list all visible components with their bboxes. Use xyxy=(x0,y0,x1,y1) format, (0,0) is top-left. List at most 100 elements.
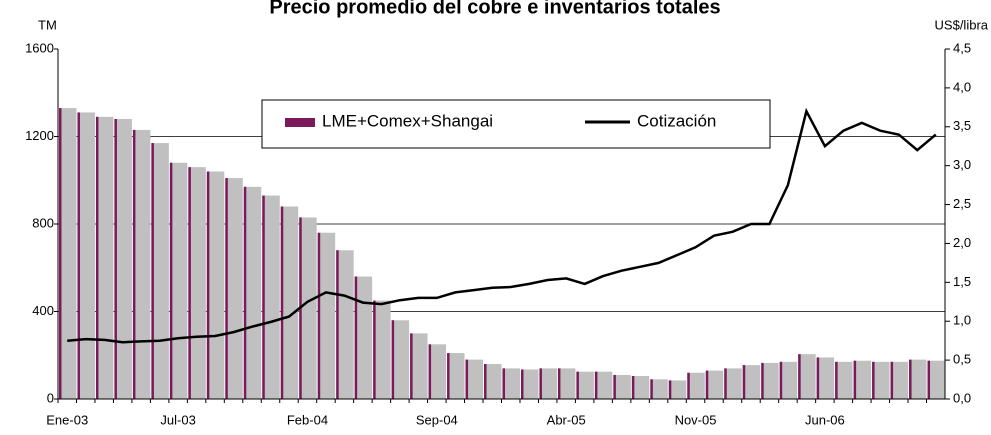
y2-tick-label: 2,0 xyxy=(953,235,971,250)
bar-accent xyxy=(206,171,210,399)
bar xyxy=(151,143,169,399)
bar xyxy=(761,362,779,399)
y2-tick-label: 3,0 xyxy=(953,157,971,172)
bar-accent xyxy=(631,376,635,399)
bar-accent xyxy=(188,167,191,399)
legend-box xyxy=(261,99,771,149)
bar-accent xyxy=(687,372,690,399)
bar-accent xyxy=(927,360,931,399)
y2-tick-label: 2,5 xyxy=(953,196,971,211)
x-tick-label: Sep-04 xyxy=(416,412,458,427)
chart-title: Precio promedio del cobre e inventarios … xyxy=(269,0,720,18)
bar-accent xyxy=(779,361,783,399)
bar xyxy=(280,206,299,399)
bar xyxy=(114,119,132,399)
bar-accent xyxy=(502,368,505,399)
bar xyxy=(631,376,650,399)
y2-tick-label: 0,0 xyxy=(953,390,971,405)
legend-label: LME+Comex+Shangai xyxy=(322,111,493,130)
bar xyxy=(206,171,225,399)
bar xyxy=(742,365,761,399)
y-tick-label: 1600 xyxy=(25,40,54,55)
bar-accent xyxy=(594,371,598,399)
bar xyxy=(447,353,465,399)
bar-accent xyxy=(114,119,117,399)
bar-accent xyxy=(354,276,358,399)
bar-accent xyxy=(798,354,801,399)
x-tick-label: Jun-06 xyxy=(805,412,845,427)
y2-tick-label: 4,5 xyxy=(953,40,971,55)
y2-tick-label: 1,5 xyxy=(953,274,971,289)
bar xyxy=(539,368,557,399)
x-tick-label: Abr-05 xyxy=(547,412,586,427)
bar xyxy=(687,372,705,399)
bar-accent xyxy=(816,357,820,399)
bar-accent xyxy=(262,195,265,399)
bar-accent xyxy=(872,361,875,399)
bar xyxy=(336,250,354,399)
bar-accent xyxy=(465,359,469,399)
bar-accent xyxy=(668,380,672,399)
bar xyxy=(890,361,909,399)
legend-swatch xyxy=(285,118,315,127)
x-tick-label: Ene-03 xyxy=(46,412,88,427)
bar-accent xyxy=(447,353,450,399)
y2-axis-label: US$/libra xyxy=(935,17,989,32)
bar-accent xyxy=(705,370,709,399)
bar xyxy=(299,217,317,399)
bar xyxy=(132,129,151,399)
bar xyxy=(724,368,742,399)
bar-accent xyxy=(761,362,764,399)
bar xyxy=(59,108,77,399)
bar-accent xyxy=(484,364,487,399)
bar xyxy=(668,380,687,399)
y-axis-label: TM xyxy=(38,17,57,32)
bar xyxy=(872,361,890,399)
x-tick-label: Nov-05 xyxy=(675,412,717,427)
bar-accent xyxy=(576,371,579,399)
y-tick-label: 400 xyxy=(32,303,54,318)
bar xyxy=(520,369,539,399)
bar-accent xyxy=(336,250,339,399)
bar xyxy=(594,371,613,399)
bar xyxy=(853,360,872,399)
bar xyxy=(779,361,798,399)
bar-accent xyxy=(520,369,524,399)
bar xyxy=(650,379,668,399)
bar-accent xyxy=(853,360,857,399)
bar xyxy=(225,178,243,399)
bar xyxy=(262,195,280,399)
bar xyxy=(798,354,816,399)
bar xyxy=(169,162,188,399)
price-line xyxy=(67,107,937,344)
bar xyxy=(484,364,502,399)
bar xyxy=(317,232,336,399)
bar-accent xyxy=(280,206,284,399)
legend: LME+Comex+Shangai Cotización xyxy=(261,99,771,149)
bar-accent xyxy=(613,374,616,399)
bar-accent xyxy=(59,108,62,399)
bar-accent xyxy=(835,361,838,399)
bar xyxy=(188,167,206,399)
bar-accent xyxy=(557,368,561,399)
legend-label: Cotización xyxy=(637,111,716,130)
y2-tick-label: 3,5 xyxy=(953,118,971,133)
y-tick-label: 0 xyxy=(47,390,54,405)
y2-tick-label: 0,5 xyxy=(953,352,971,367)
bar xyxy=(410,333,428,399)
bar xyxy=(95,116,114,399)
bar xyxy=(391,320,410,399)
bar-accent xyxy=(225,178,228,399)
bar-accent xyxy=(373,300,376,399)
bar-accent xyxy=(151,143,154,399)
bar xyxy=(835,361,853,399)
y2-tick-label: 4,0 xyxy=(953,79,971,94)
bar-accent xyxy=(890,361,894,399)
y-tick-label: 800 xyxy=(32,215,54,230)
bar-accent xyxy=(539,368,542,399)
bar-accent xyxy=(243,186,247,399)
bar-accent xyxy=(909,359,912,399)
bar-accent xyxy=(132,129,136,399)
bar xyxy=(909,359,927,399)
